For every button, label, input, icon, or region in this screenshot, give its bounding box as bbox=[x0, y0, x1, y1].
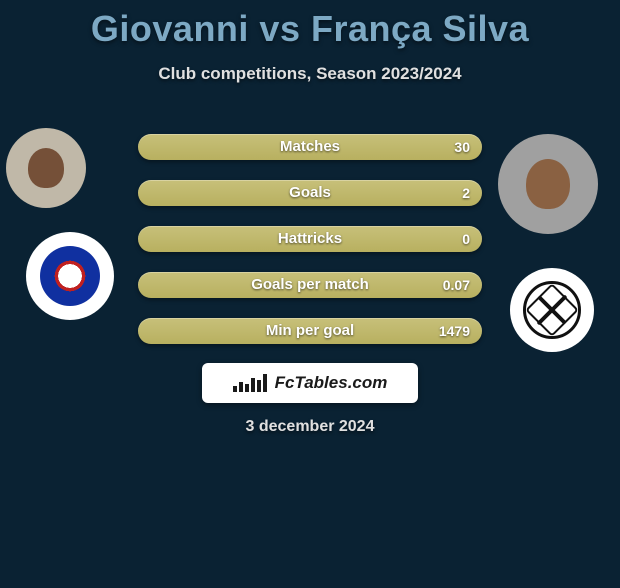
stats-container: Matches 30 Goals 2 Hattricks 0 Goals per… bbox=[138, 134, 482, 364]
stat-value: 1479 bbox=[439, 318, 470, 344]
stat-value: 30 bbox=[454, 134, 470, 160]
stat-value: 2 bbox=[462, 180, 470, 206]
page-title: Giovanni vs França Silva bbox=[0, 8, 620, 50]
stat-row-hattricks: Hattricks 0 bbox=[138, 226, 482, 252]
stat-value: 0 bbox=[462, 226, 470, 252]
fctables-badge[interactable]: FcTables.com bbox=[202, 363, 418, 403]
subtitle: Club competitions, Season 2023/2024 bbox=[0, 64, 620, 84]
club-right-shield bbox=[523, 281, 581, 339]
fctables-bars-icon bbox=[233, 374, 269, 392]
club-right-anchor bbox=[537, 295, 567, 325]
player-left-avatar bbox=[6, 128, 86, 208]
club-left-shield bbox=[40, 246, 100, 306]
date-label: 3 december 2024 bbox=[0, 418, 620, 436]
stat-value: 0.07 bbox=[443, 272, 470, 298]
player-right-head bbox=[526, 159, 570, 209]
player-left-head bbox=[28, 148, 64, 188]
club-right-badge bbox=[510, 268, 594, 352]
stat-label: Hattricks bbox=[138, 226, 482, 252]
club-left-badge bbox=[26, 232, 114, 320]
stat-row-gpm: Goals per match 0.07 bbox=[138, 272, 482, 298]
stat-row-matches: Matches 30 bbox=[138, 134, 482, 160]
stat-label: Goals per match bbox=[138, 272, 482, 298]
stat-row-mpg: Min per goal 1479 bbox=[138, 318, 482, 344]
stat-label: Matches bbox=[138, 134, 482, 160]
stat-label: Goals bbox=[138, 180, 482, 206]
fctables-text: FcTables.com bbox=[275, 373, 388, 393]
stat-row-goals: Goals 2 bbox=[138, 180, 482, 206]
stat-label: Min per goal bbox=[138, 318, 482, 344]
player-right-avatar bbox=[498, 134, 598, 234]
